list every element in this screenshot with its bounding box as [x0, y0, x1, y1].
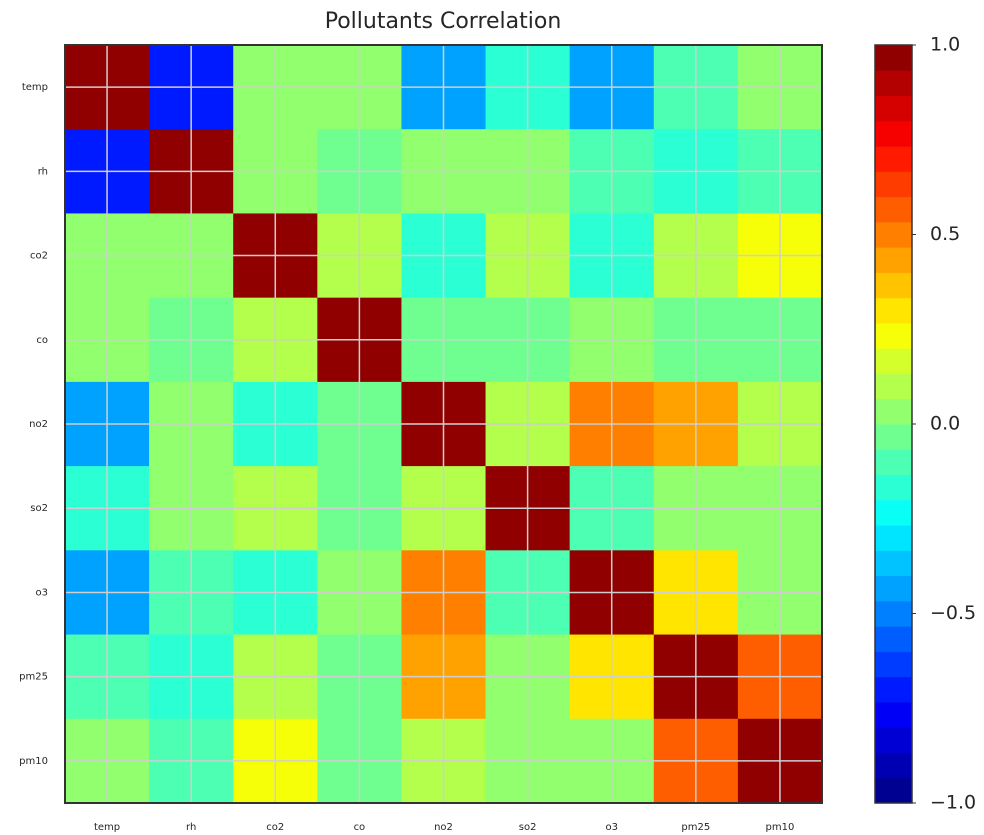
colorbar-segment	[875, 777, 912, 804]
colorbar-segment	[875, 449, 912, 476]
plot-frame	[64, 44, 823, 804]
colorbar-segment	[875, 171, 912, 198]
colorbar-segment	[875, 424, 912, 450]
colorbar-segment	[875, 297, 912, 324]
y-tick-label: pm25	[19, 672, 48, 683]
colorbar-segment	[875, 525, 912, 551]
colorbar-tick-label: −1.0	[930, 792, 976, 814]
colorbar-segment	[875, 575, 912, 602]
colorbar-tick-label: 0.5	[930, 223, 960, 245]
colorbar-segment	[875, 95, 912, 122]
y-tick-label: pm10	[19, 756, 48, 767]
colorbar-tick-label: 0.0	[930, 413, 960, 435]
colorbar-segment	[875, 247, 912, 273]
x-tick-label: rh	[186, 822, 196, 833]
y-tick-label: co	[36, 335, 48, 346]
x-tick-label: o3	[605, 822, 617, 833]
colorbar-segment	[875, 701, 912, 728]
colorbar-segment	[875, 146, 912, 172]
colorbar-segment	[875, 626, 912, 652]
y-tick-label: no2	[29, 419, 48, 430]
colorbar-segment	[875, 600, 912, 627]
colorbar-segment	[875, 272, 912, 299]
y-tick-label: temp	[22, 82, 48, 93]
x-tick-label: pm25	[681, 822, 710, 833]
colorbar-segment	[875, 322, 912, 349]
y-tick-label: so2	[30, 503, 48, 514]
colorbar-segment	[875, 373, 912, 400]
colorbar-segment	[875, 398, 912, 425]
colorbar-segment	[875, 499, 912, 526]
x-tick-label: so2	[519, 822, 537, 833]
y-tick-label: rh	[38, 166, 48, 177]
x-tick-label: temp	[94, 822, 120, 833]
y-tick-label: o3	[36, 587, 48, 598]
x-tick-label: pm10	[766, 822, 795, 833]
x-tick-label: co2	[266, 822, 284, 833]
colorbar-segment	[875, 120, 912, 147]
colorbar-segment	[875, 676, 912, 703]
x-tick-label: co	[354, 822, 366, 833]
colorbar-segment	[875, 45, 912, 71]
colorbar-segment	[875, 727, 912, 753]
colorbar-segment	[875, 474, 912, 501]
colorbar-segment	[875, 221, 912, 248]
chart-title: Pollutants Correlation	[325, 9, 562, 34]
colorbar-segment	[875, 752, 912, 779]
colorbar-segment	[875, 196, 912, 223]
colorbar-segment	[875, 651, 912, 678]
colorbar-segment	[875, 348, 912, 374]
x-tick-label: no2	[434, 822, 453, 833]
colorbar-tick-label: 1.0	[930, 34, 960, 56]
colorbar-segment	[875, 70, 912, 97]
y-tick-label: co2	[30, 251, 48, 262]
colorbar-tick-label: −0.5	[930, 602, 976, 624]
colorbar-segment	[875, 550, 912, 577]
